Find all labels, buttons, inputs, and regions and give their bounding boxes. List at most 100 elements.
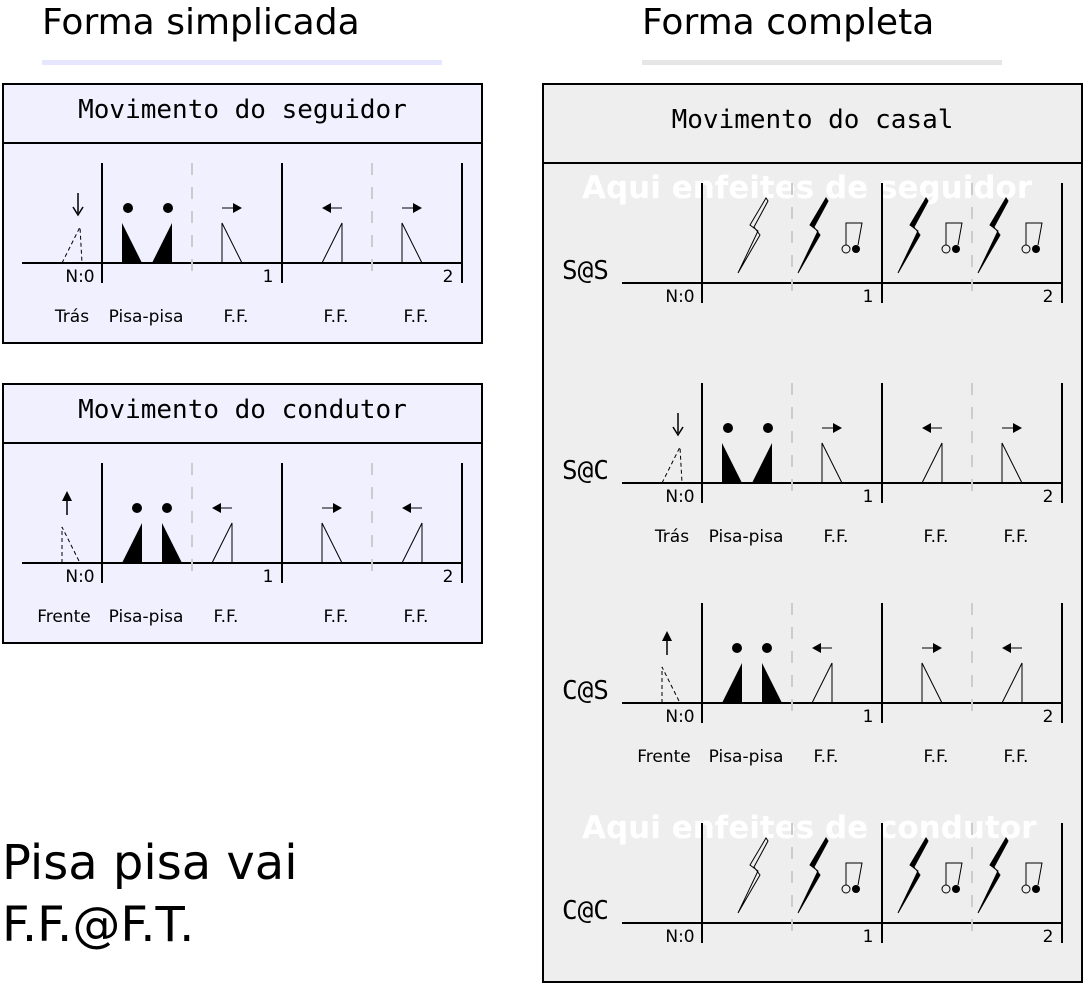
leader-step-label-3: F.F. xyxy=(324,607,349,627)
row-c-at-s-axis-label-0: N:0 xyxy=(665,707,694,727)
row-c-at-s-step-label-3: F.F. xyxy=(924,747,949,767)
back-step-icon xyxy=(61,225,83,264)
note-open-icon xyxy=(841,244,851,254)
heel-dot-icon xyxy=(763,423,773,433)
follower-axis-label-2: 2 xyxy=(443,267,454,287)
arrow-head-icon xyxy=(212,503,221,513)
follower-step-label-2: F.F. xyxy=(224,307,249,327)
couple-panel-separator xyxy=(544,162,1081,164)
follower-step-label-4: F.F. xyxy=(404,307,429,327)
forward-step-icon xyxy=(61,526,81,564)
step-shape-icon xyxy=(321,522,343,564)
leader-step-label-0: Frente xyxy=(37,607,91,627)
heel-step-icon xyxy=(122,223,142,263)
up-arrow-head-icon xyxy=(62,491,72,501)
follower-embellishment-note: Aqui enfeites de seguidor xyxy=(582,170,1033,206)
bottom-note: Pisa pisa vai F.F.@F.T. xyxy=(2,832,298,956)
heel-step-icon xyxy=(752,443,772,483)
toe-step-icon xyxy=(762,663,782,703)
note-filled-icon xyxy=(852,245,860,253)
bottom-note-line-2: F.F.@F.T. xyxy=(2,897,195,953)
bottom-note-line-1: Pisa pisa vai xyxy=(2,835,298,891)
row-c-at-s-step-label-0: Frente xyxy=(637,747,691,767)
note-filled-icon xyxy=(952,245,960,253)
embellishment-zigzag-icon xyxy=(737,837,769,914)
toe-dot-icon xyxy=(132,503,142,513)
arrow-head-icon xyxy=(1013,423,1022,433)
row-c-at-s-axis-label-2: 2 xyxy=(1043,707,1054,727)
follower-axis-label-1: 1 xyxy=(263,267,274,287)
step-shape-icon xyxy=(401,522,423,564)
row-c-at-c-axis-label-0: N:0 xyxy=(665,927,694,947)
step-shape-icon xyxy=(1001,442,1023,484)
arrow-head-icon xyxy=(333,503,342,513)
row-c-at-c-axis-label-2: 2 xyxy=(1043,927,1054,947)
note-open-icon xyxy=(1021,884,1031,894)
heading-simplified-underline xyxy=(42,60,442,65)
row-label-c-at-c: C@C xyxy=(562,896,609,926)
heel-dot-icon xyxy=(163,203,173,213)
arrow-head-icon xyxy=(322,203,331,213)
toe-dot-icon xyxy=(732,643,742,653)
row-c-at-s-staff: N:0 1 2 xyxy=(622,603,1063,727)
row-s-at-c-staff: N:0 1 2 xyxy=(622,383,1063,507)
down-arrow-head-icon xyxy=(672,426,684,437)
toe-dot-icon xyxy=(762,643,772,653)
leader-step-label-4: F.F. xyxy=(404,607,429,627)
heel-dot-icon xyxy=(123,203,133,213)
arrow-head-icon xyxy=(833,423,842,433)
follower-axis-label-0: N:0 xyxy=(65,267,94,287)
note-stem-icon xyxy=(945,222,963,246)
row-c-at-s-step-label-1: Pisa-pisa xyxy=(709,747,784,767)
step-shape-icon xyxy=(211,522,233,564)
leader-axis-label-2: 2 xyxy=(443,567,454,587)
note-stem-icon xyxy=(845,222,863,246)
embellishment-zigzag-icon xyxy=(977,837,1009,914)
heel-dot-icon xyxy=(723,423,733,433)
row-s-at-c-step-label-3: F.F. xyxy=(924,527,949,547)
arrow-head-icon xyxy=(233,203,242,213)
toe-dot-icon xyxy=(162,503,172,513)
embellishment-zigzag-icon xyxy=(737,197,769,274)
couple-panel-title: Movimento do casal xyxy=(671,105,954,135)
note-filled-icon xyxy=(1032,245,1040,253)
leader-panel-separator xyxy=(4,442,481,444)
toe-step-icon xyxy=(122,523,142,563)
up-arrow-head-icon xyxy=(662,631,672,641)
note-open-icon xyxy=(841,884,851,894)
toe-step-icon xyxy=(162,523,182,563)
row-s-at-s-axis-label-1: 1 xyxy=(863,287,874,307)
row-s-at-s-axis-label-2: 2 xyxy=(1043,287,1054,307)
row-s-at-s-staff: N:0 1 2 xyxy=(622,183,1063,307)
follower-panel-title: Movimento do seguidor xyxy=(78,95,407,125)
leader-axis-label-1: 1 xyxy=(263,567,274,587)
leader-step-label-2: F.F. xyxy=(214,607,239,627)
row-c-at-s-axis-label-1: 1 xyxy=(863,707,874,727)
follower-panel: Movimento do seguidor xyxy=(2,83,483,344)
embellishment-zigzag-icon xyxy=(797,197,829,274)
note-open-icon xyxy=(941,884,951,894)
leader-staff: N:0 1 2 xyxy=(22,463,463,587)
note-filled-icon xyxy=(1032,885,1040,893)
note-stem-icon xyxy=(845,862,863,886)
embellishment-zigzag-icon xyxy=(897,837,929,914)
note-filled-icon xyxy=(952,885,960,893)
note-open-icon xyxy=(941,244,951,254)
follower-step-label-1: Pisa-pisa xyxy=(109,307,184,327)
embellishment-zigzag-icon xyxy=(797,837,829,914)
follower-panel-separator xyxy=(4,142,481,144)
follower-step-label-3: F.F. xyxy=(324,307,349,327)
heading-complete-underline xyxy=(642,60,1002,65)
row-c-at-s-step-label-4: F.F. xyxy=(1004,747,1029,767)
note-stem-icon xyxy=(1025,862,1043,886)
row-s-at-c-axis-label-1: 1 xyxy=(863,487,874,507)
heel-step-icon xyxy=(152,223,172,263)
arrow-head-icon xyxy=(1002,643,1011,653)
leader-panel-title: Movimento do condutor xyxy=(78,395,407,425)
row-label-s-at-s: S@S xyxy=(562,256,609,286)
step-shape-icon xyxy=(821,442,843,484)
row-s-at-c-axis-label-2: 2 xyxy=(1043,487,1054,507)
note-open-icon xyxy=(1021,244,1031,254)
row-s-at-c-step-label-2: F.F. xyxy=(824,527,849,547)
